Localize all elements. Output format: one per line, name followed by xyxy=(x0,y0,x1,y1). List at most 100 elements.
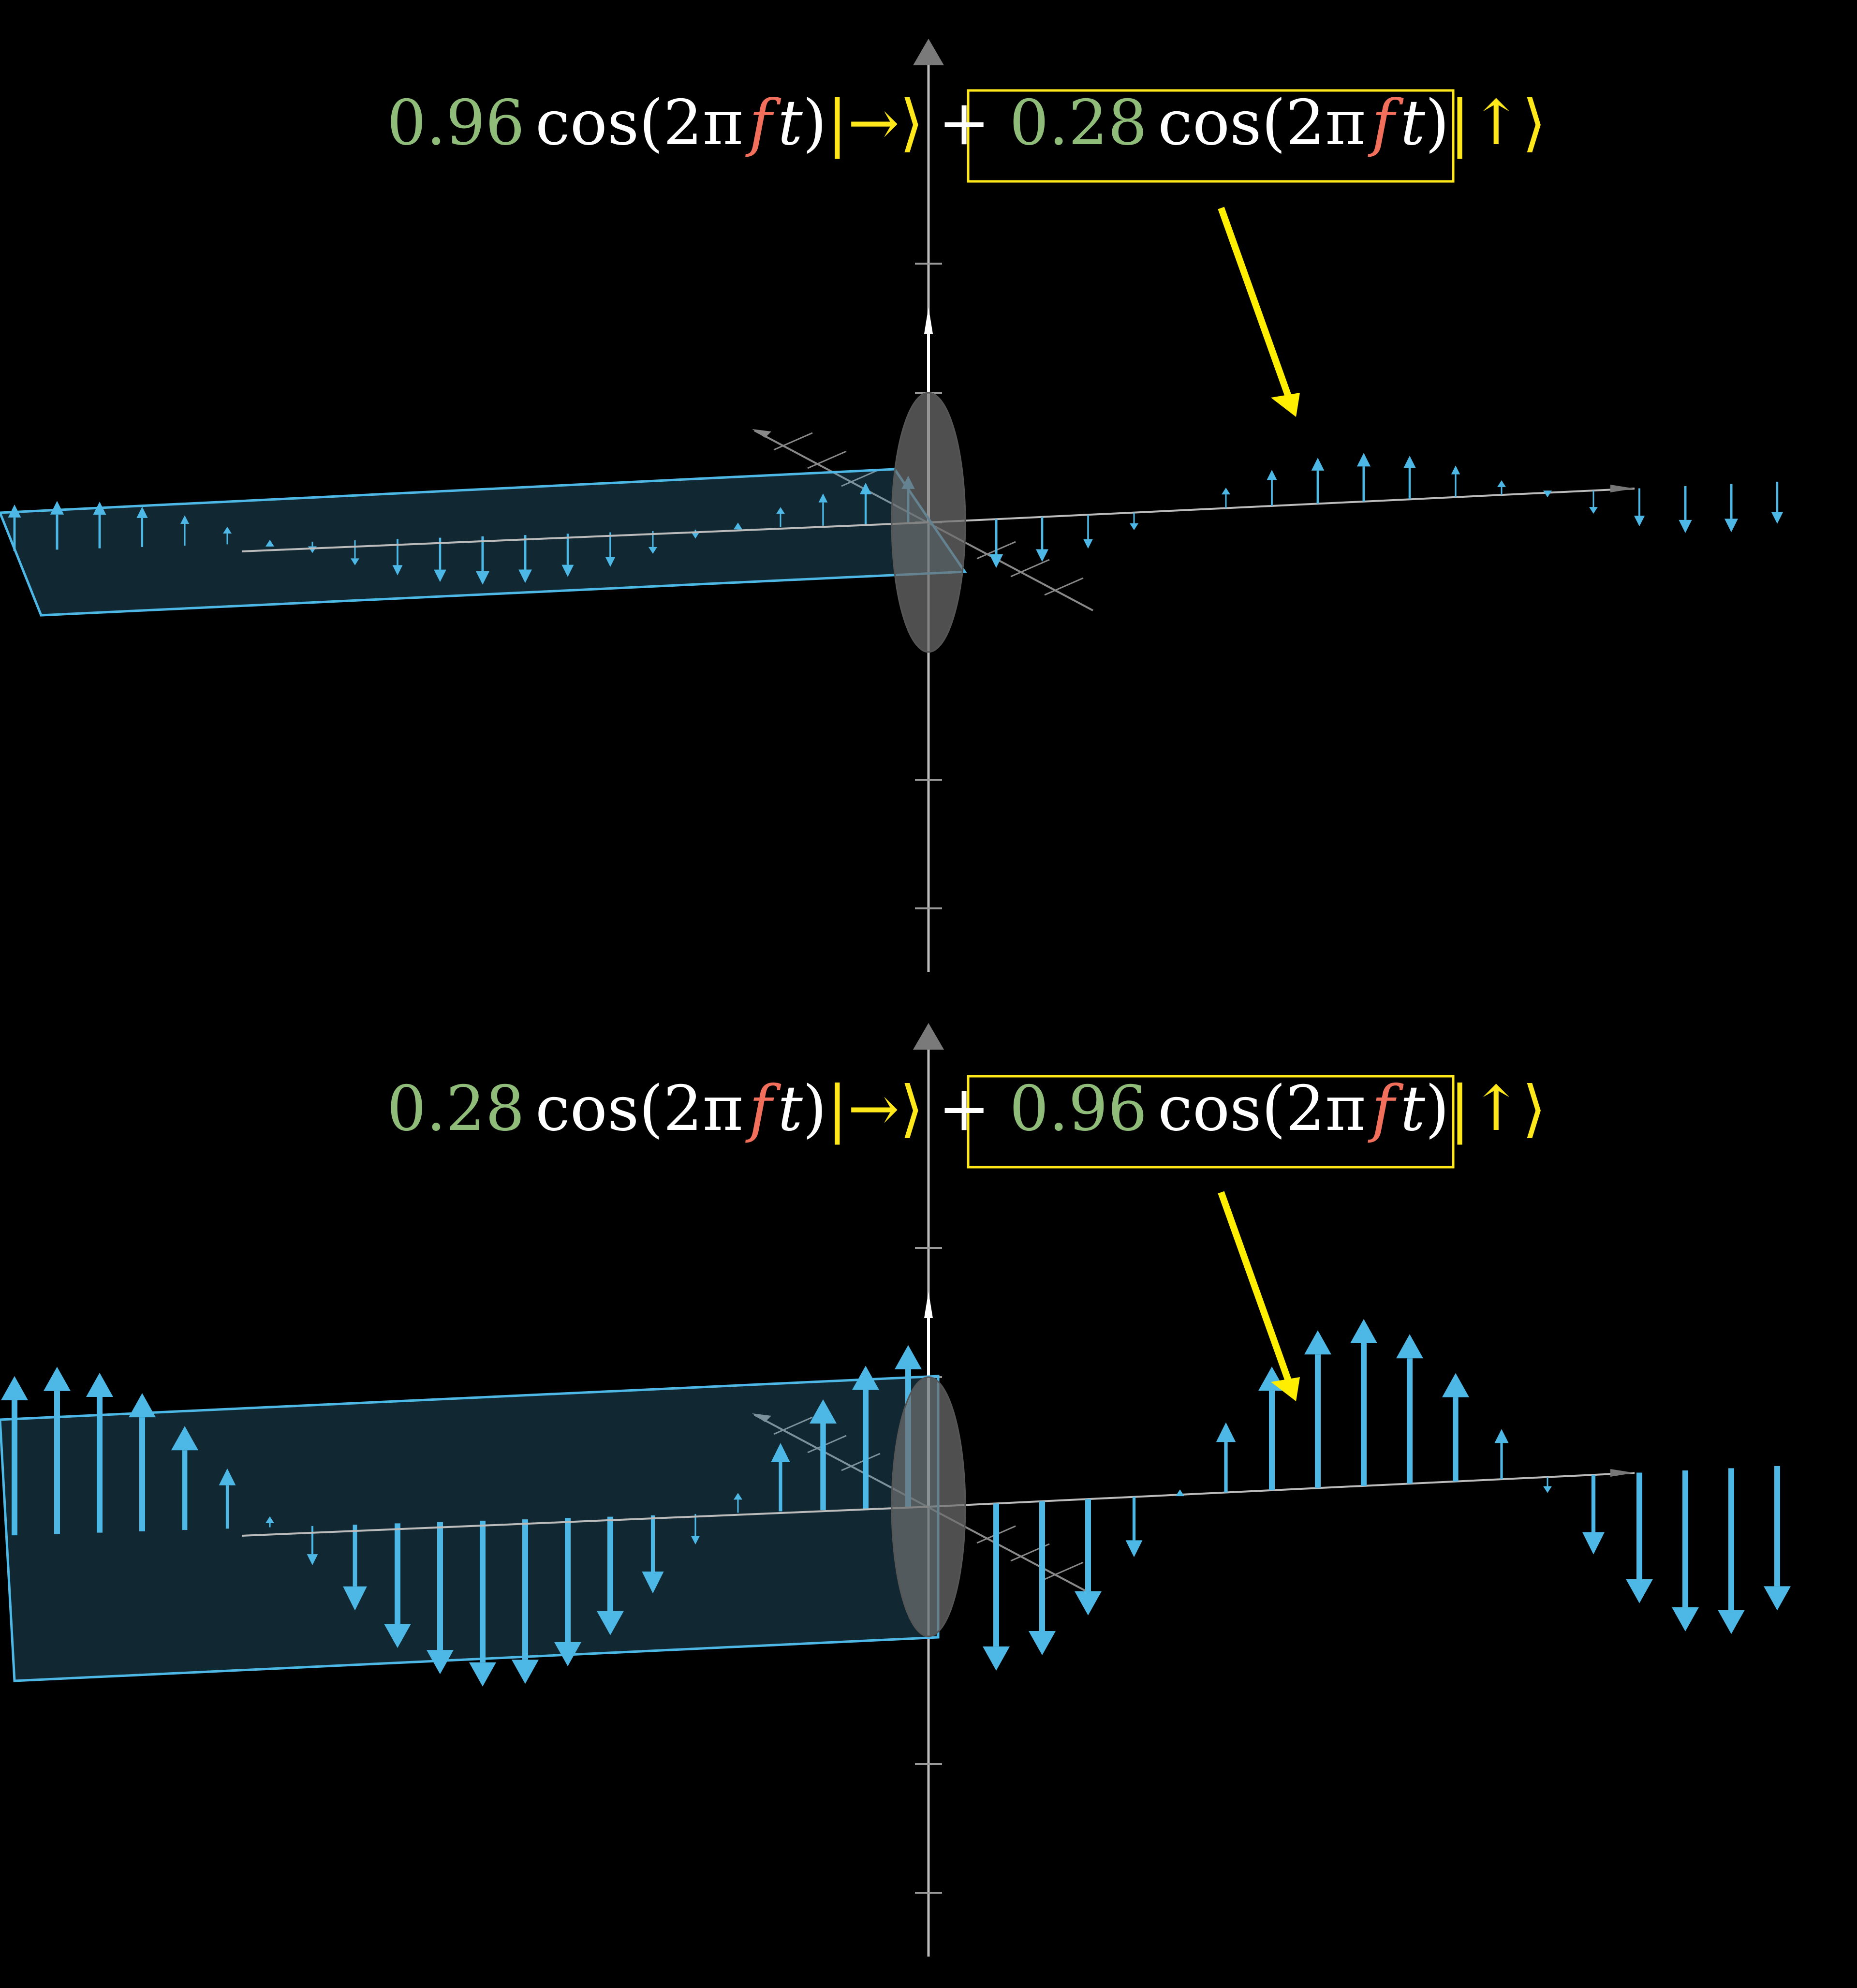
incoming-vector-head-icon xyxy=(810,1399,837,1424)
incoming-vector-head-icon xyxy=(597,1611,624,1635)
transmitted-vector-head-icon xyxy=(1764,1586,1791,1611)
transmitted-vector-head-icon xyxy=(1451,465,1460,475)
polarizing-filter xyxy=(891,1376,966,1637)
incoming-vector-head-icon xyxy=(771,1443,790,1462)
up-basis-arrow-icon xyxy=(924,307,933,334)
propagation-tip-icon xyxy=(1610,485,1635,492)
incoming-vector-head-icon xyxy=(93,502,106,515)
ket-vertical: |↑⟩ xyxy=(1449,1073,1546,1145)
time-2: t xyxy=(1400,1073,1426,1145)
time-2: t xyxy=(1400,87,1426,159)
incoming-vector-head-icon xyxy=(776,507,785,514)
transmitted-vector-head-icon xyxy=(1626,1579,1653,1603)
transmitted-vector-head-icon xyxy=(1543,490,1552,498)
time-1: t xyxy=(778,1073,803,1145)
incoming-vector-head-icon xyxy=(642,1572,664,1594)
plus-sign: + xyxy=(938,87,990,159)
incoming-vector-head-icon xyxy=(561,564,574,577)
incoming-vector-head-icon xyxy=(8,504,21,518)
axis-tip-icon xyxy=(913,39,944,65)
propagation-tip-icon xyxy=(1610,1469,1635,1477)
cos-term-1: cos(2π xyxy=(535,1073,743,1145)
transmitted-vector-head-icon xyxy=(1075,1591,1102,1616)
polarizing-filter xyxy=(891,392,966,653)
incoming-vector-head-icon xyxy=(384,1623,411,1648)
incoming-axis xyxy=(241,1506,929,1537)
axis-tip-icon xyxy=(913,1023,944,1050)
propagation-axis xyxy=(928,1472,1635,1508)
transmitted-vector-head-icon xyxy=(1589,507,1598,514)
ket-vertical: |↑⟩ xyxy=(1449,87,1546,159)
time-1: t xyxy=(778,87,803,159)
transmitted-vector-head-icon xyxy=(1497,480,1506,487)
close-paren-2: ) xyxy=(1425,1073,1449,1145)
ket-horizontal: |→⟩ xyxy=(827,87,924,159)
incoming-vector-head-icon xyxy=(734,1493,742,1500)
incoming-vector-head-icon xyxy=(475,571,490,585)
incoming-vector-head-icon xyxy=(734,522,742,530)
pointer-arrow xyxy=(1218,207,1294,403)
coefficient-1: 0.28 xyxy=(387,1073,525,1145)
incoming-vector-head-icon xyxy=(691,1536,700,1545)
cos-term-2: cos(2π xyxy=(1158,87,1366,159)
transmitted-vector-head-icon xyxy=(1396,1334,1423,1359)
transmitted-vector-head-icon xyxy=(1216,1422,1236,1442)
incoming-vector-head-icon xyxy=(859,482,872,494)
equation: 0.96 cos(2πft)|→⟩ +0.28 cos(2πft)|↑⟩ xyxy=(387,87,1546,159)
transmitted-vector-head-icon xyxy=(1442,1373,1469,1397)
transmitted-vector-head-icon xyxy=(1304,1330,1331,1355)
transmitted-vector-head-icon xyxy=(1356,453,1371,467)
transmitted-vector-head-icon xyxy=(1718,1610,1745,1634)
pointer-arrow-head-icon xyxy=(1271,393,1300,417)
incoming-vector-head-icon xyxy=(265,1516,274,1523)
transmitted-vector-head-icon xyxy=(1176,1489,1184,1497)
incoming-vector-head-icon xyxy=(171,1426,198,1451)
propagation-axis xyxy=(928,488,1635,523)
pointer-arrow xyxy=(1218,1191,1294,1387)
equation: 0.28 cos(2πft)|→⟩ +0.96 cos(2πft)|↑⟩ xyxy=(387,1073,1546,1145)
transmitted-vector-head-icon xyxy=(1130,523,1138,530)
filter-band xyxy=(0,1375,940,1682)
incoming-vector-head-icon xyxy=(44,1366,71,1391)
incoming-vector-head-icon xyxy=(392,565,403,576)
plus-sign: + xyxy=(938,1073,990,1145)
incoming-vector-head-icon xyxy=(648,547,657,554)
transmitted-wave-vectors xyxy=(989,453,1783,568)
close-paren-1: ) xyxy=(803,1073,827,1145)
incoming-vector-head-icon xyxy=(518,569,532,583)
coefficient-2: 0.28 xyxy=(1009,87,1147,159)
transmitted-wave-vectors xyxy=(983,1319,1791,1671)
incoming-vector-head-icon xyxy=(1,1376,28,1400)
transmitted-vector-head-icon xyxy=(1350,1319,1377,1343)
transmitted-vector-head-icon xyxy=(1125,1540,1143,1558)
incoming-vector-head-icon xyxy=(818,493,828,503)
incoming-vector-head-icon xyxy=(129,1393,156,1418)
transmitted-vector-head-icon xyxy=(1029,1631,1056,1655)
incoming-vector-head-icon xyxy=(605,557,616,567)
transmitted-vector-head-icon xyxy=(1403,456,1416,468)
incoming-vector-head-icon xyxy=(223,527,232,534)
panel-2: 0.28 cos(2πft)|→⟩ +0.96 cos(2πft)|↑⟩ xyxy=(0,1023,1791,1957)
transmitted-vector-head-icon xyxy=(1036,549,1048,562)
incoming-vector-head-icon xyxy=(691,532,700,539)
cos-term-1: cos(2π xyxy=(535,87,743,159)
incoming-vector-head-icon xyxy=(434,569,446,582)
transmitted-vector-head-icon xyxy=(1267,470,1277,480)
incoming-vector-head-icon xyxy=(852,1365,879,1390)
transmitted-vector-head-icon xyxy=(983,1646,1010,1671)
coefficient-1: 0.96 xyxy=(387,87,525,159)
close-paren-1: ) xyxy=(803,87,827,159)
incoming-vector-head-icon xyxy=(50,501,64,515)
transmitted-vector-head-icon xyxy=(989,554,1003,568)
transmitted-vector-head-icon xyxy=(1311,458,1325,471)
pointer-arrow-head-icon xyxy=(1271,1377,1300,1401)
transmitted-vector-head-icon xyxy=(1771,512,1783,524)
transmitted-vector-head-icon xyxy=(1222,488,1230,495)
ket-horizontal: |→⟩ xyxy=(827,1073,924,1145)
incoming-vector-head-icon xyxy=(427,1650,454,1675)
incoming-vector-head-icon xyxy=(343,1586,367,1611)
up-basis-arrow-icon xyxy=(924,1291,933,1318)
transmitted-vector-head-icon xyxy=(1543,1486,1552,1493)
incoming-vector-head-icon xyxy=(895,1345,922,1369)
highlight-box xyxy=(967,89,1455,183)
